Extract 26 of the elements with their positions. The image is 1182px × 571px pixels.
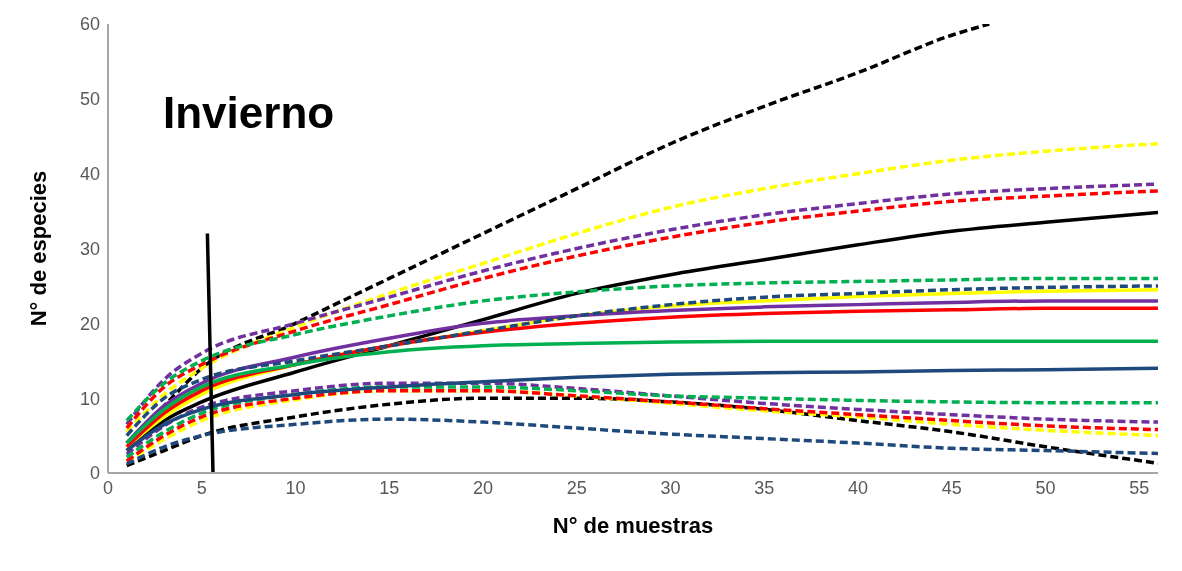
line-series [125, 141, 1158, 434]
x-tick-label: 55 [1129, 477, 1150, 498]
line-series [125, 417, 1158, 466]
line-series [125, 366, 1158, 453]
x-tick-label: 50 [1035, 477, 1056, 498]
x-axis-title: N° de muestras [552, 513, 714, 538]
y-axis-title: N° de especies [25, 170, 51, 327]
y-tick-label: 10 [79, 388, 100, 409]
x-tick-label: 0 [102, 477, 114, 498]
x-tick-label: 20 [472, 477, 494, 498]
y-tick-label: 0 [89, 463, 100, 484]
x-tick-label: 40 [847, 477, 869, 498]
y-tick-label: 30 [79, 238, 100, 259]
x-tick-label: 45 [941, 477, 962, 498]
line-series [125, 339, 1158, 445]
y-tick-label: 50 [79, 89, 100, 110]
x-tick-label: 30 [660, 477, 681, 498]
y-tick-label: 60 [79, 14, 100, 35]
y-tick-label: 20 [79, 313, 100, 334]
x-tick-label: 5 [196, 477, 207, 498]
x-tick-label: 25 [566, 477, 587, 498]
text: Invierno [163, 88, 335, 138]
y-tick-label: 40 [79, 164, 100, 185]
x-tick-label: 10 [285, 477, 306, 498]
x-tick-label: 15 [379, 477, 400, 498]
x-tick-label: 35 [754, 477, 775, 498]
